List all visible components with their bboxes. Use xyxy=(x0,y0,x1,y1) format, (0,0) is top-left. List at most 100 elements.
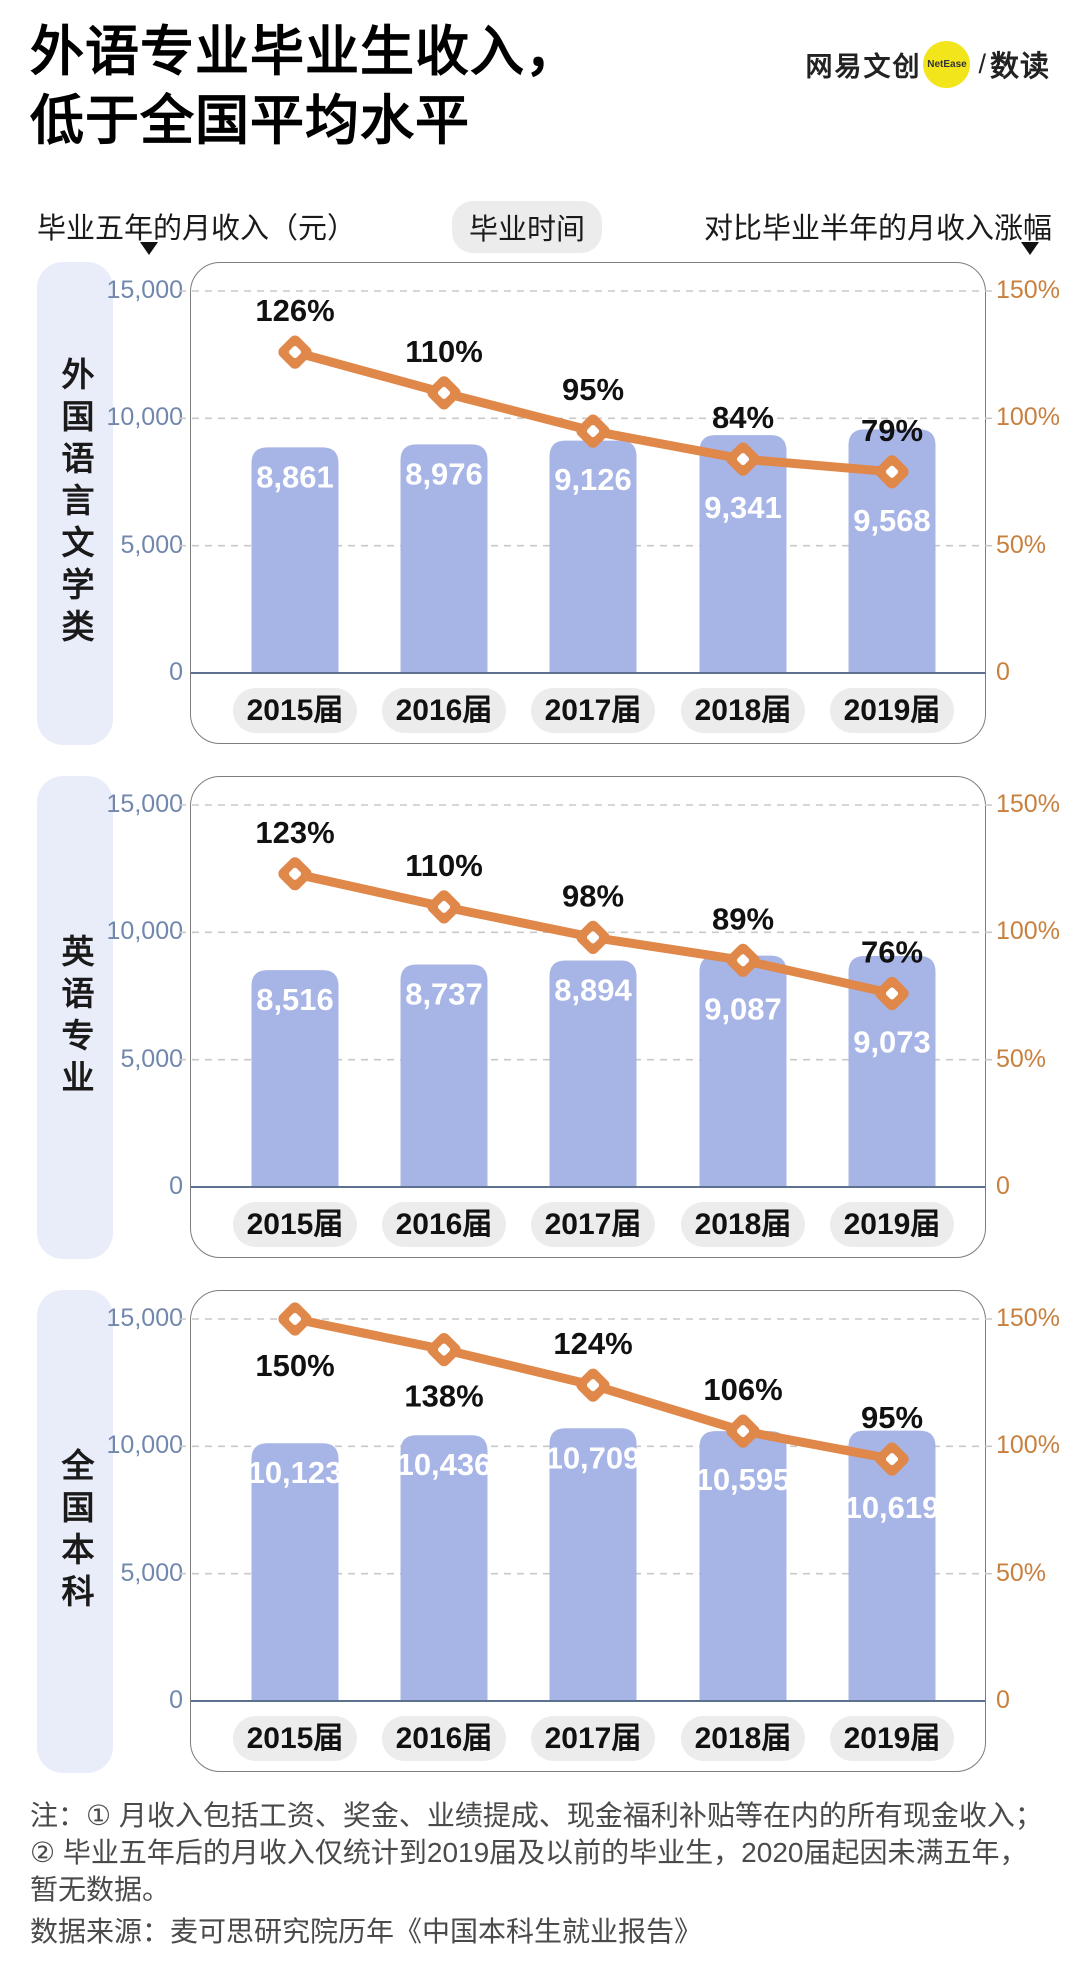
bar-value-label: 10,595 xyxy=(696,1462,791,1497)
category-pill: 2019届 xyxy=(830,1716,954,1761)
y-tick-right: 150% xyxy=(996,1304,1060,1332)
pct-label: 110% xyxy=(405,334,483,369)
y-tick-left: 5,000 xyxy=(120,530,183,559)
bar xyxy=(400,964,488,1187)
bar xyxy=(699,955,787,1187)
page-title-line2: 低于全国平均水平 xyxy=(30,91,470,152)
bar xyxy=(549,1428,637,1701)
pct-label: 84% xyxy=(712,400,774,435)
bar-value-label: 10,619 xyxy=(845,1490,940,1525)
category-pill: 2019届 xyxy=(830,1202,954,1247)
chart-row-3: 全国本科 15,000 10,000 5,000 0 150% 100% 50% 0 10,123… xyxy=(0,1290,1080,1773)
logo-slash: / xyxy=(978,48,986,79)
pct-label: 138% xyxy=(404,1379,483,1414)
pct-label: 89% xyxy=(712,901,774,936)
bar xyxy=(251,970,339,1187)
y-tick-right: 0 xyxy=(996,1686,1010,1714)
bar xyxy=(251,447,339,673)
chart-box: 8,861 8,976 9,126 9,341 9,568 126% 110% 95% … xyxy=(179,262,995,744)
y-tick-left: 10,000 xyxy=(106,1431,183,1460)
bar-value-label: 9,087 xyxy=(704,991,782,1026)
pct-label: 95% xyxy=(861,1400,923,1435)
pct-label: 106% xyxy=(703,1372,782,1407)
bar-value-label: 8,737 xyxy=(405,977,483,1012)
bar-value-label: 10,436 xyxy=(397,1447,492,1482)
y-tick-left: 5,000 xyxy=(120,1044,183,1073)
right-axis-caption: 对比毕业半年的月收入涨幅 xyxy=(703,213,1052,245)
line-marker-icon xyxy=(576,1368,610,1402)
pct-label: 98% xyxy=(562,878,624,913)
line-marker-icon xyxy=(875,1442,909,1476)
line-marker-icon xyxy=(726,943,760,977)
pct-label: 79% xyxy=(861,413,923,448)
y-tick-right: 0 xyxy=(996,1172,1010,1200)
bar xyxy=(400,1435,488,1701)
bar xyxy=(699,1431,787,1701)
group-label: 外国语言文学类 xyxy=(57,356,94,651)
bar xyxy=(251,1443,339,1701)
bar xyxy=(549,440,637,673)
netease-logo: 网易文创 NetEase / 数读 xyxy=(805,40,1050,88)
line-marker-icon xyxy=(427,376,461,410)
y-tick-left: 15,000 xyxy=(106,790,183,818)
category-pill: 2019届 xyxy=(830,688,954,733)
line-marker-icon xyxy=(875,976,909,1011)
bar xyxy=(848,429,936,673)
footnote-line: ② 毕业五年后的月收入仅统计到2019届及以前的毕业生，2020届起因未满五年， xyxy=(30,1837,1028,1868)
y-tick-left: 15,000 xyxy=(106,1304,183,1332)
line-marker-icon xyxy=(875,455,909,489)
x-axis-caption-pill: 毕业时间 xyxy=(452,201,603,253)
category-pill: 2016届 xyxy=(382,1716,506,1761)
line-marker-icon xyxy=(427,890,461,924)
category-pill: 2016届 xyxy=(382,688,506,733)
y-tick-left: 10,000 xyxy=(106,917,183,946)
y-tick-left: 0 xyxy=(169,658,183,686)
category-pill: 2018届 xyxy=(681,1716,805,1761)
category-pill: 2015届 xyxy=(233,688,357,733)
logo-sub-brand: 数读 xyxy=(989,51,1050,83)
group-label-box: 外国语言文学类 xyxy=(37,262,113,745)
line-marker-icon xyxy=(576,414,610,448)
left-axis-caption: 毕业五年的月收入（元） xyxy=(37,213,357,245)
pct-label: 95% xyxy=(562,372,624,407)
bar-value-label: 8,861 xyxy=(256,459,334,494)
y-tick-right: 150% xyxy=(996,790,1060,818)
left-axis-pointer-icon xyxy=(140,242,158,255)
bar xyxy=(848,955,936,1187)
y-tick-right: 100% xyxy=(996,917,1060,946)
bar-value-label: 9,341 xyxy=(704,490,782,525)
netease-badge-icon: NetEase xyxy=(923,40,971,88)
y-tick-left: 0 xyxy=(169,1172,183,1200)
pct-label: 110% xyxy=(405,848,483,883)
bar-value-label: 9,568 xyxy=(853,503,931,538)
category-pill: 2018届 xyxy=(681,688,805,733)
data-source-line: 数据来源：麦可思研究院历年《中国本科生就业报告》 xyxy=(30,1916,703,1947)
line-marker-icon xyxy=(278,335,312,369)
line-marker-icon xyxy=(427,1332,461,1367)
pct-label: 150% xyxy=(255,1348,334,1383)
pct-label: 76% xyxy=(861,935,923,970)
line-marker-icon xyxy=(576,920,610,955)
y-tick-right: 50% xyxy=(996,1558,1047,1587)
y-tick-left: 10,000 xyxy=(106,403,183,432)
page-title-line1: 外语专业毕业生收入， xyxy=(30,22,580,82)
bar xyxy=(699,435,787,673)
logo-brand-text: 网易文创 xyxy=(805,51,922,82)
y-tick-left: 0 xyxy=(169,1686,183,1714)
bar-value-label: 10,123 xyxy=(248,1455,343,1490)
group-label-box: 全国本科 xyxy=(37,1290,113,1773)
y-tick-left: 5,000 xyxy=(120,1558,183,1587)
chart-row-2: 英语专业 15,000 10,000 5,000 0 150% 100% 50% 0 8,516 8… xyxy=(0,776,1080,1259)
bar-value-label: 10,709 xyxy=(546,1440,641,1475)
bar-value-label: 8,894 xyxy=(554,973,632,1008)
category-pill: 2015届 xyxy=(233,1716,357,1761)
line-marker-icon xyxy=(726,442,760,476)
y-tick-right: 100% xyxy=(996,403,1060,432)
category-pill: 2015届 xyxy=(233,1202,357,1247)
y-tick-left: 15,000 xyxy=(106,276,183,304)
y-tick-right: 150% xyxy=(996,276,1060,304)
footnotes: 注：① 月收入包括工资、奖金、业绩提成、现金福利补贴等在内的所有现金收入； ② … xyxy=(30,1797,1052,1950)
footnote-line: 暂无数据。 xyxy=(30,1874,171,1905)
